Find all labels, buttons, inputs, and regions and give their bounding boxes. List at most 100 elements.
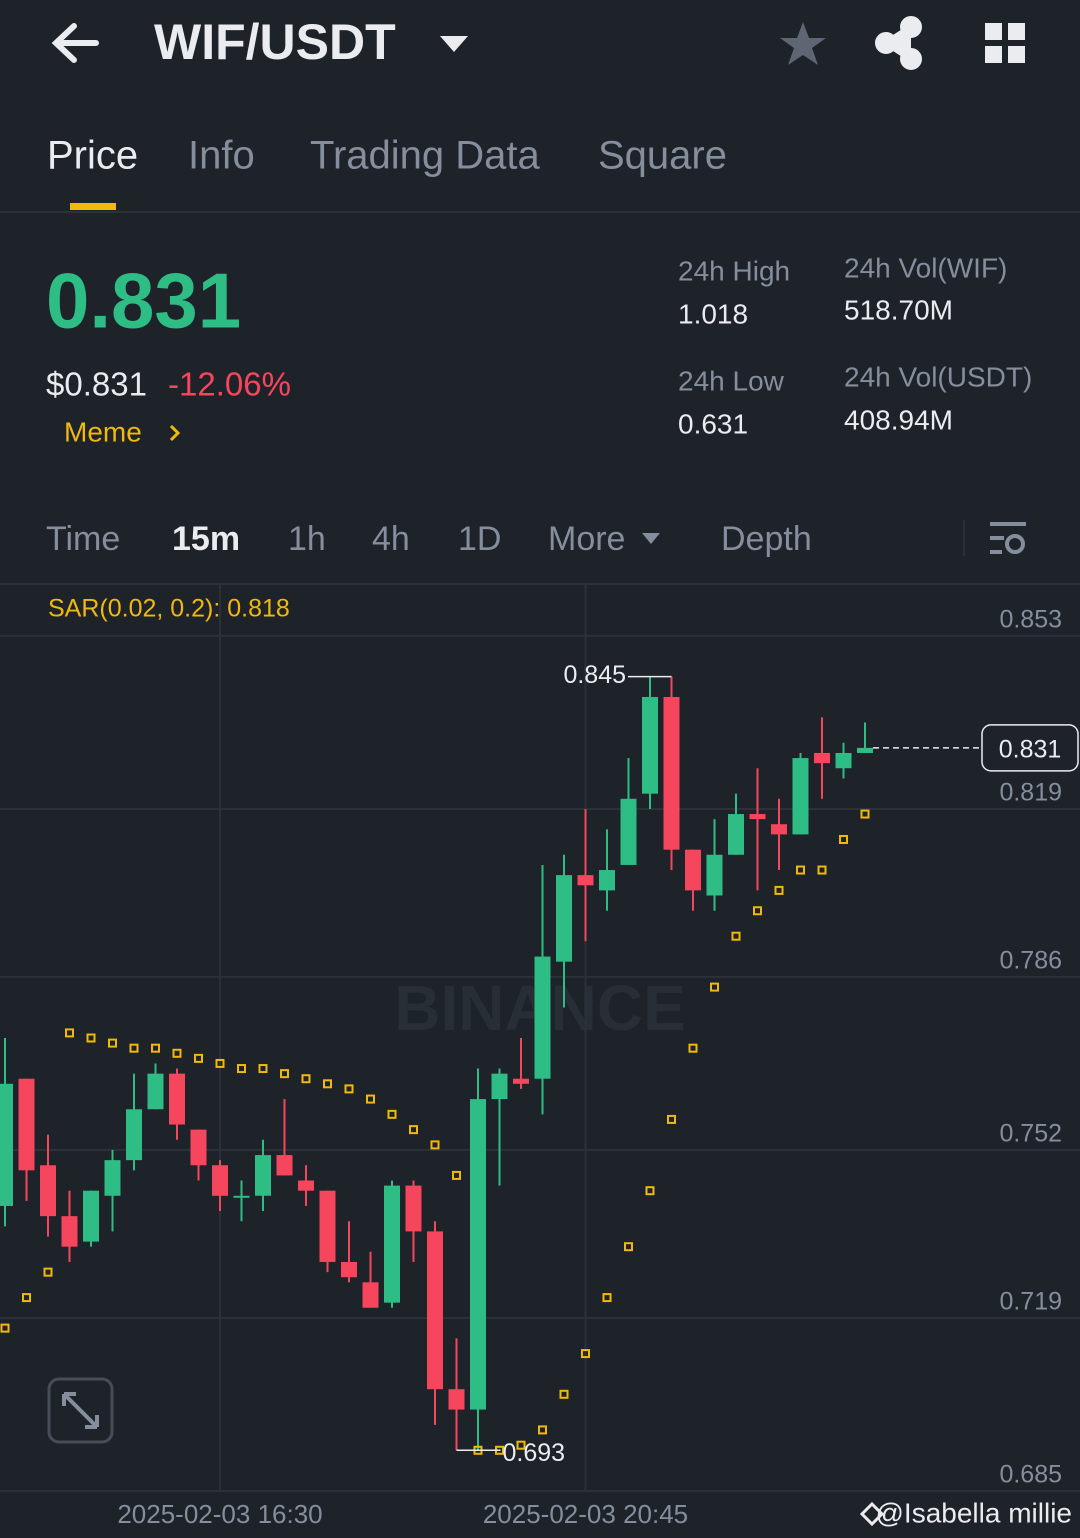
menu-icon[interactable] (985, 23, 1025, 63)
back-button[interactable] (51, 23, 99, 63)
candle-body (706, 854, 723, 896)
fullscreen-icon (62, 1392, 99, 1429)
candle-body (18, 1078, 35, 1171)
candle-body (212, 1165, 228, 1196)
candle-body (341, 1261, 357, 1278)
sar-dot (452, 1170, 461, 1180)
candle-body (556, 875, 572, 962)
sar-dot (731, 931, 741, 941)
y-tick-label: 0.719 (999, 1288, 1062, 1316)
candle-body (857, 747, 873, 753)
sar-dot (667, 1114, 676, 1124)
candle-body (255, 1155, 271, 1196)
candle-body (513, 1078, 529, 1084)
chart: BINANCE0.8530.8190.7860.7520.7190.685202… (0, 585, 1080, 1529)
interval[interactable]: More (548, 520, 625, 558)
sar-dot (258, 1064, 268, 1074)
low-label: 0.693 (503, 1439, 566, 1467)
candle-body (771, 824, 787, 835)
stat-value: 0.631 (678, 408, 748, 439)
last-price-label: 0.831 (999, 735, 1062, 763)
candle-body (169, 1073, 185, 1125)
stat-label: 24h Vol(WIF) (844, 252, 1007, 283)
tab-indicator (70, 203, 116, 210)
interval[interactable]: 4h (372, 520, 410, 558)
sar-dot (839, 834, 848, 844)
sar-dot (129, 1043, 139, 1053)
share-icon[interactable] (875, 16, 922, 70)
stat-label: 24h High (678, 255, 790, 286)
candle-body (448, 1389, 465, 1410)
candle-body (147, 1073, 164, 1110)
stat-value: 408.94M (844, 404, 953, 435)
candle-body (728, 814, 744, 855)
sar-dot (581, 1349, 590, 1359)
interval[interactable]: 1h (288, 520, 326, 558)
fullscreen-button[interactable] (47, 1377, 114, 1444)
sar-dot (43, 1267, 53, 1277)
candle-body (599, 870, 615, 891)
sar-dot (344, 1084, 354, 1094)
usd-price: $0.831 (46, 366, 147, 403)
y-tick-label: 0.786 (999, 947, 1062, 975)
more-caret (642, 533, 660, 544)
interval[interactable]: Depth (721, 520, 812, 558)
stat-label: 24h Vol(USDT) (844, 361, 1032, 392)
y-tick-label: 0.819 (999, 779, 1062, 807)
candle-body (190, 1129, 207, 1166)
y-tick-label: 0.853 (999, 606, 1062, 634)
sar-dot (22, 1293, 31, 1303)
chart-settings-icon[interactable] (990, 522, 1026, 554)
stat-value: 518.70M (844, 294, 953, 325)
category-tag[interactable]: Meme (64, 416, 142, 447)
sar-dot (645, 1186, 655, 1196)
sar-dot (753, 906, 762, 916)
tab[interactable]: Trading Data (310, 134, 541, 178)
candle-body (642, 696, 658, 794)
sar-dot (817, 865, 827, 875)
sar-dot (387, 1109, 397, 1119)
candle-body (40, 1165, 56, 1217)
interval[interactable]: 15m (172, 520, 240, 558)
interval[interactable]: 1D (458, 520, 501, 558)
last-price-box (981, 724, 1079, 772)
sar-dot (323, 1079, 332, 1089)
sar-dot (624, 1242, 633, 1252)
sar-dot (602, 1293, 612, 1303)
tab[interactable]: Price (47, 134, 138, 178)
candle-body (685, 849, 701, 891)
sar-dot (430, 1140, 440, 1150)
separator (963, 520, 965, 556)
divider (0, 211, 1080, 213)
sar-dot (0, 1323, 10, 1333)
sar-dot (172, 1048, 182, 1058)
candle-body (470, 1099, 486, 1410)
candle-body (792, 758, 809, 835)
candle-body (233, 1195, 250, 1198)
tab[interactable]: Info (188, 134, 255, 178)
candle-body (126, 1109, 142, 1161)
candle-body (620, 798, 637, 865)
interval[interactable]: Time (46, 520, 120, 558)
candle-body (298, 1180, 314, 1191)
sar-dot (559, 1389, 569, 1399)
tab[interactable]: Square (598, 134, 727, 178)
sar-dot (366, 1094, 375, 1104)
last-price: 0.831 (46, 257, 241, 345)
x-tick-label: 2025-02-03 16:30 (117, 1499, 322, 1529)
sar-dot (409, 1125, 418, 1135)
pair-dropdown[interactable] (440, 36, 468, 52)
favorite-icon[interactable] (780, 22, 826, 65)
stat-label: 24h Low (678, 365, 785, 396)
candle-body (534, 956, 551, 1079)
sar-dot (108, 1038, 117, 1048)
candle-body (405, 1185, 422, 1232)
sar-dot (860, 809, 870, 819)
candle-body (577, 875, 594, 886)
high-label: 0.845 (563, 661, 626, 689)
pair-title[interactable]: WIF/USDT (154, 14, 396, 70)
credit: @Isabella millie (876, 1497, 1073, 1528)
candle-body (0, 1083, 13, 1206)
